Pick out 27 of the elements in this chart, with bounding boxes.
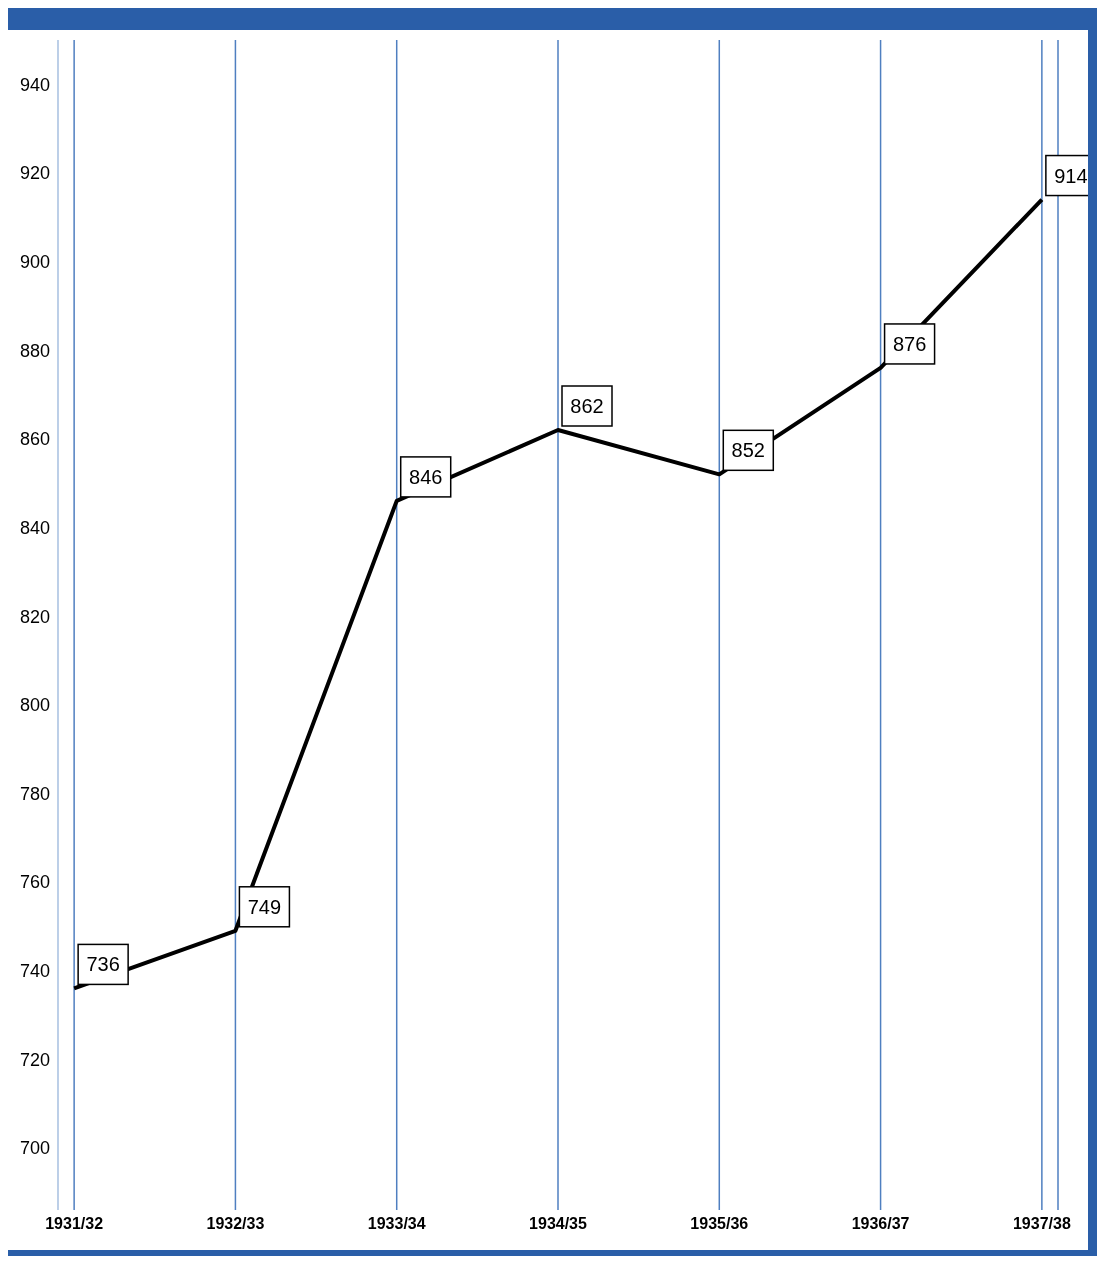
y-tick-label: 900 [19,251,50,272]
x-tick-label: 1932/33 [206,1215,265,1233]
y-tick-label: 740 [19,961,50,982]
y-tick-label: 700 [19,1138,50,1159]
x-tick-label: 1934/35 [529,1215,588,1233]
y-tick-label: 920 [19,163,50,184]
y-tick-label: 860 [19,429,50,450]
data-label: 852 [731,439,765,462]
data-label: 876 [892,332,927,355]
y-tick-label: 780 [19,783,50,804]
data-label: 749 [247,895,282,918]
y-tick-label: 760 [19,872,50,893]
data-label: 914 [1054,164,1088,187]
x-tick-label: 1931/32 [45,1215,104,1233]
x-tick-label: 1936/37 [851,1215,910,1233]
y-tick-label: 800 [19,695,50,716]
data-label: 862 [570,395,604,417]
y-tick-label: 720 [19,1049,50,1070]
x-tick-label: 1935/36 [690,1215,749,1233]
y-tick-label: 880 [19,340,50,361]
x-tick-label: 1933/34 [367,1215,426,1233]
data-label: 736 [86,953,120,976]
y-tick-label: 840 [19,517,50,538]
x-tick-label: 1937/38 [1012,1215,1071,1233]
y-tick-label: 940 [19,74,50,95]
y-tick-label: 820 [19,606,50,627]
data-label: 846 [409,465,443,488]
